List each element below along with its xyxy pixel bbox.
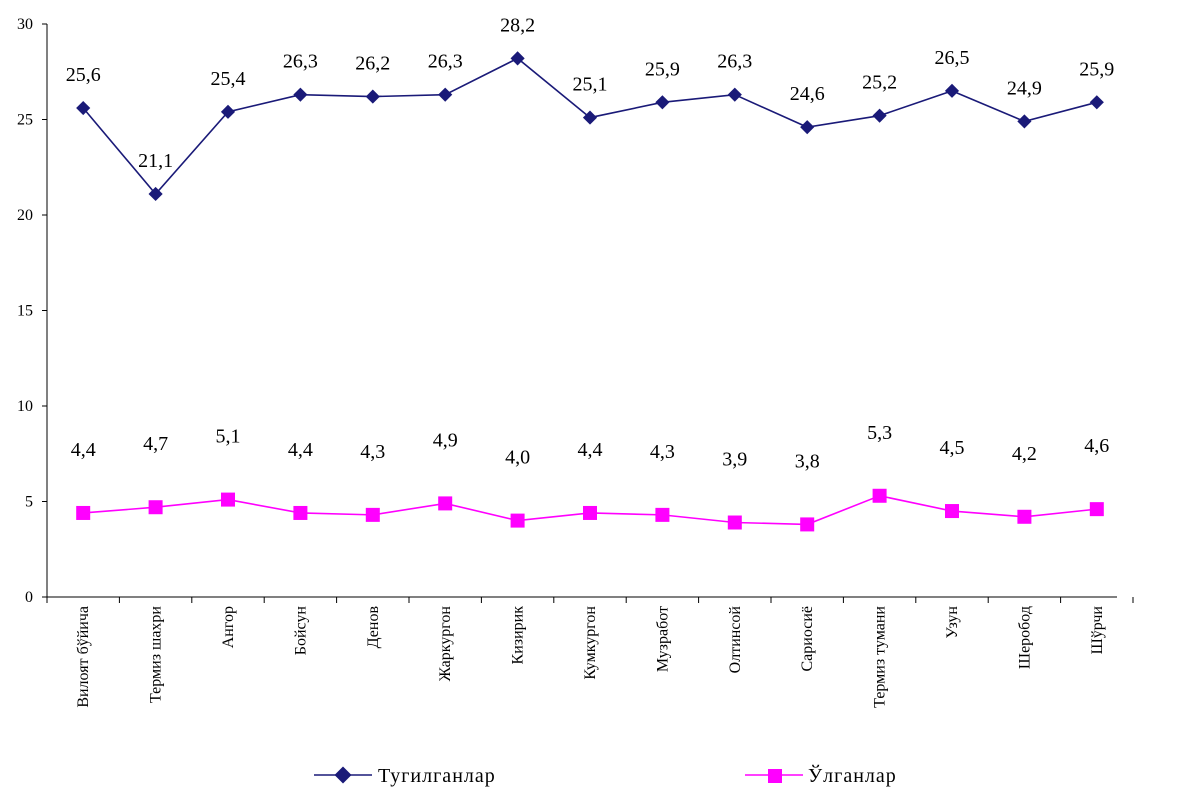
- y-tick-label: 15: [17, 303, 33, 320]
- y-tick-label: 20: [17, 207, 33, 224]
- data-label: 25,1: [573, 74, 608, 96]
- data-label: 4,4: [578, 439, 603, 461]
- data-label: 24,6: [790, 83, 825, 105]
- data-point: [727, 515, 742, 530]
- x-tick-label: Музработ: [654, 606, 671, 672]
- x-tick-label: Сариосиё: [799, 606, 816, 672]
- y-tick-label: 10: [17, 398, 33, 415]
- data-point: [583, 505, 597, 520]
- data-point: [438, 496, 453, 511]
- data-point: [655, 95, 670, 110]
- data-point: [945, 504, 959, 519]
- data-label: 4,5: [940, 437, 965, 459]
- series-layer: 25,6 21,1 25,4 26,3 26,2 26,3 28,2 25,1 25,9 26,3…: [66, 14, 1114, 532]
- legend-deaths-label: Ўлганлар: [808, 764, 897, 787]
- data-point: [1017, 114, 1032, 129]
- legend-item-births: Тугилганлар: [314, 765, 496, 787]
- data-point: [1089, 95, 1104, 110]
- data-point: [148, 186, 163, 202]
- data-point: [438, 87, 453, 102]
- data-label: 5,1: [216, 426, 241, 448]
- data-point: [582, 110, 598, 125]
- data-label: 21,1: [138, 150, 173, 172]
- data-label: 4,3: [360, 441, 385, 463]
- y-tick-label: 0: [25, 589, 33, 606]
- data-label: 24,9: [1007, 77, 1042, 99]
- y-axis-ticks: 0 5 10 15 20 25 30: [17, 16, 47, 606]
- legend-births-label: Тугилганлар: [378, 765, 496, 787]
- data-point: [221, 492, 235, 507]
- data-label: 4,4: [288, 439, 313, 461]
- data-label: 25,9: [645, 58, 680, 80]
- data-point: [76, 505, 91, 520]
- data-point: [872, 488, 887, 503]
- data-label: 4,6: [1084, 435, 1109, 457]
- x-tick-label: Бойсун: [292, 606, 309, 656]
- data-point: [800, 120, 815, 135]
- x-tick-label: Узун: [944, 606, 961, 639]
- data-label: 25,4: [211, 68, 246, 90]
- x-tick-label: Кизирик: [510, 606, 527, 665]
- data-point: [1017, 509, 1032, 524]
- data-label: 26,5: [935, 47, 970, 69]
- y-tick-label: 30: [17, 16, 33, 33]
- x-tick-label: Кумкургон: [582, 606, 599, 680]
- data-point: [655, 507, 670, 522]
- x-tick-label: Олтинсой: [727, 606, 744, 674]
- data-point: [727, 87, 742, 102]
- data-point: [148, 500, 163, 515]
- data-point: [800, 517, 815, 532]
- legend-births-marker: [334, 766, 352, 784]
- x-tick-label: Жаркургон: [437, 606, 454, 682]
- data-point: [365, 507, 380, 522]
- x-tick-label: Ангор: [220, 606, 237, 648]
- data-label: 26,3: [283, 51, 318, 73]
- legend-item-deaths: Ўлганлар: [745, 764, 897, 787]
- data-label: 4,0: [505, 447, 530, 469]
- data-label: 28,2: [500, 14, 535, 36]
- data-label: 4,3: [650, 441, 675, 463]
- data-label: 25,6: [66, 64, 101, 86]
- data-label: 25,9: [1079, 58, 1114, 80]
- data-label: 26,3: [428, 51, 463, 73]
- x-tick-label: Шўрчи: [1089, 606, 1106, 655]
- data-label: 4,4: [71, 439, 96, 461]
- data-label: 25,2: [862, 72, 897, 94]
- data-point: [510, 51, 525, 66]
- series-births: 25,6 21,1 25,4 26,3 26,2 26,3 28,2 25,1 25,9 26,3…: [66, 14, 1114, 202]
- x-axis-ticks: Вилоят бўйича Термиз шахри Ангор Бойсун Дено…: [46, 597, 1134, 708]
- x-tick-label: Термиз тумани: [872, 606, 889, 708]
- data-label: 3,9: [722, 449, 747, 471]
- x-tick-label: Термиз шахри: [148, 606, 165, 703]
- data-point: [872, 108, 887, 123]
- x-tick-label: Денов: [365, 606, 382, 649]
- data-label: 4,7: [143, 433, 168, 455]
- data-point: [293, 505, 308, 520]
- data-label: 26,2: [355, 53, 390, 75]
- series-deaths: 4,4 4,7 5,1 4,4 4,3 4,9 4,0 4,4 4,3 3,9 3,8 5,3 4,5 4…: [71, 422, 1109, 532]
- data-label: 26,3: [717, 51, 752, 73]
- x-tick-label: Вилоят бўйича: [75, 606, 92, 708]
- data-point: [293, 87, 308, 102]
- x-tick-label: Шеробод: [1016, 606, 1033, 669]
- data-point: [944, 83, 960, 98]
- y-tick-label: 5: [25, 494, 33, 511]
- data-label: 4,9: [433, 429, 458, 451]
- data-point: [510, 513, 525, 528]
- data-point: [1089, 502, 1104, 517]
- data-point: [365, 89, 380, 104]
- data-label: 3,8: [795, 450, 820, 472]
- legend: Тугилганлар Ўлганлар: [314, 764, 897, 787]
- data-label: 5,3: [867, 422, 892, 444]
- y-tick-label: 25: [17, 112, 33, 129]
- legend-deaths-marker: [768, 769, 782, 783]
- data-label: 4,2: [1012, 443, 1037, 465]
